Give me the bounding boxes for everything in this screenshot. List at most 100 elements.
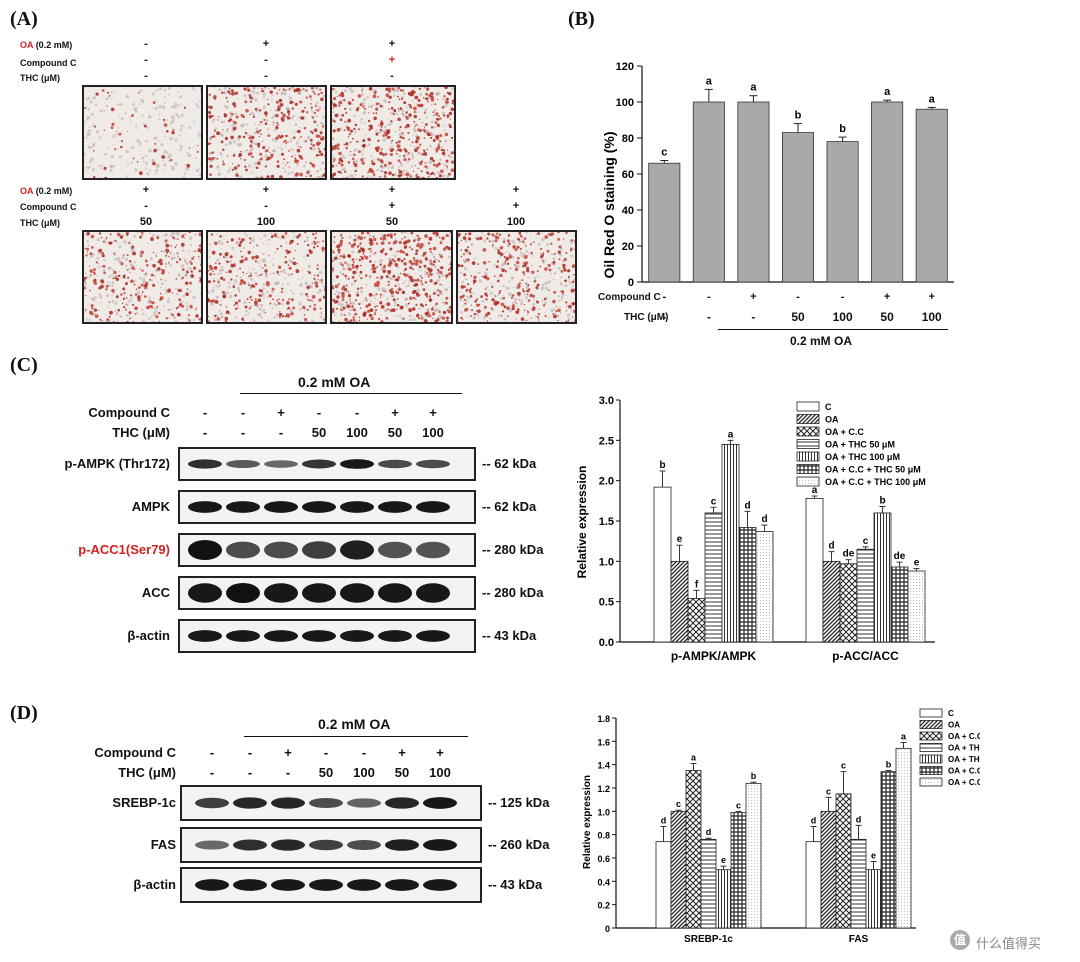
blot-band <box>233 879 267 891</box>
significance-letter: d <box>661 816 667 826</box>
y-tick-label: 0.4 <box>597 877 610 887</box>
lane-condition: + <box>391 405 399 420</box>
significance-letter: b <box>886 760 892 770</box>
y-tick-label: 100 <box>616 97 634 109</box>
condition-cell: - <box>662 291 667 303</box>
bar <box>871 101 904 283</box>
molecular-weight-label: -- 43 kDa <box>482 628 537 643</box>
category-label: SREBP-1c <box>684 934 733 945</box>
legend-swatch <box>796 426 820 437</box>
y-tick-label: 0.5 <box>599 597 614 609</box>
blot-band <box>378 541 412 559</box>
legend-label: OA + THC 50 μM <box>825 440 895 450</box>
panel-b-label: (B) <box>568 8 595 30</box>
western-blot-strip <box>178 576 476 610</box>
legend-swatch <box>796 464 820 474</box>
legend-swatch <box>796 476 820 487</box>
legend-label: OA + THC 100 μM <box>948 755 980 764</box>
blot-band <box>378 501 412 513</box>
bar <box>805 841 822 929</box>
y-tick-label: 1.0 <box>599 556 614 568</box>
western-blot-strip <box>178 619 476 653</box>
blot-band <box>385 879 419 891</box>
condition-cell: 100 <box>256 216 276 228</box>
lane-condition: 50 <box>387 425 403 440</box>
blot-band <box>309 839 343 851</box>
legend-swatch <box>796 401 820 412</box>
significance-letter: a <box>901 732 907 742</box>
compound-c-row-label: Compound C <box>88 405 170 420</box>
bar <box>822 560 841 643</box>
blot-band <box>347 879 381 891</box>
condition-cell: + <box>388 200 396 212</box>
molecular-weight-label: -- 260 kDa <box>488 837 550 852</box>
lane-condition: - <box>361 745 367 760</box>
blot-band <box>188 501 222 513</box>
srebp-fas-bar-chart: Relative expression 0 0.2 0.4 0.6 0.8 1.0 1.2 1… <box>582 708 980 945</box>
blot-label: p-ACC1(Ser79) <box>78 542 170 557</box>
microscopy-image <box>330 85 456 180</box>
blot-band <box>302 583 336 603</box>
legend-swatch <box>796 439 820 449</box>
bar <box>880 771 897 929</box>
blot-band <box>385 797 419 809</box>
blot-band <box>226 501 260 513</box>
blot-band <box>385 839 419 851</box>
western-blot-strip <box>178 533 476 567</box>
zhi-logo-icon: 值 <box>950 930 970 950</box>
legend-label: OA + C.C + THC 100 μM <box>825 477 926 487</box>
condition-cell: + <box>512 184 520 196</box>
molecular-weight-label: -- 280 kDa <box>482 585 544 600</box>
bar <box>805 498 824 643</box>
condition-cell: - <box>840 291 845 303</box>
bar <box>915 108 948 283</box>
bar <box>730 812 747 929</box>
bar <box>692 101 725 283</box>
bar <box>655 841 672 929</box>
blot-band <box>271 879 305 891</box>
significance-letter: d <box>761 514 767 525</box>
blot-label: SREBP-1c <box>112 795 176 810</box>
blot-band <box>195 797 229 809</box>
significance-letter: de <box>843 549 855 560</box>
blot-band <box>226 541 260 559</box>
condition-cell: - <box>390 70 394 82</box>
significance-letter: b <box>795 110 802 122</box>
lane-condition: - <box>354 405 360 420</box>
condition-cell: 100 <box>832 310 853 324</box>
significance-letter: a <box>691 753 697 763</box>
y-tick-label: 1.0 <box>597 807 610 817</box>
condition-cell: 50 <box>139 216 153 228</box>
bar <box>700 838 717 929</box>
lane-condition: - <box>209 745 215 760</box>
legend-swatch <box>919 708 943 718</box>
condition-cell: - <box>144 200 148 212</box>
blot-band <box>378 459 412 469</box>
western-blot-strip <box>178 490 476 524</box>
lane-condition: + <box>436 745 444 760</box>
significance-letter: d <box>856 814 862 824</box>
blot-label: p-AMPK (Thr172) <box>64 456 170 471</box>
thc-condition-label: THC (μM) <box>20 218 60 228</box>
blot-band <box>188 583 222 603</box>
lane-condition: 100 <box>353 765 375 780</box>
compound-c-row-label: Compound C <box>94 745 176 760</box>
legend-label: OA + C.C <box>825 427 864 437</box>
blot-band <box>226 630 260 642</box>
western-blot-strip <box>178 447 476 481</box>
y-tick-label: 2.0 <box>599 476 614 488</box>
condition-cell: + <box>388 54 396 66</box>
significance-letter: c <box>661 147 667 159</box>
lane-condition: 100 <box>429 765 451 780</box>
significance-letter: b <box>839 123 846 135</box>
y-tick-label: 1.5 <box>599 516 614 528</box>
y-tick-label: 0.2 <box>597 901 610 911</box>
condition-cell: + <box>928 291 935 303</box>
blot-band <box>195 879 229 891</box>
significance-letter: a <box>706 75 713 87</box>
blot-band <box>188 630 222 642</box>
lane-condition: 100 <box>422 425 444 440</box>
significance-letter: d <box>828 541 834 552</box>
significance-letter: c <box>676 799 681 809</box>
legend-label: C <box>825 402 832 412</box>
